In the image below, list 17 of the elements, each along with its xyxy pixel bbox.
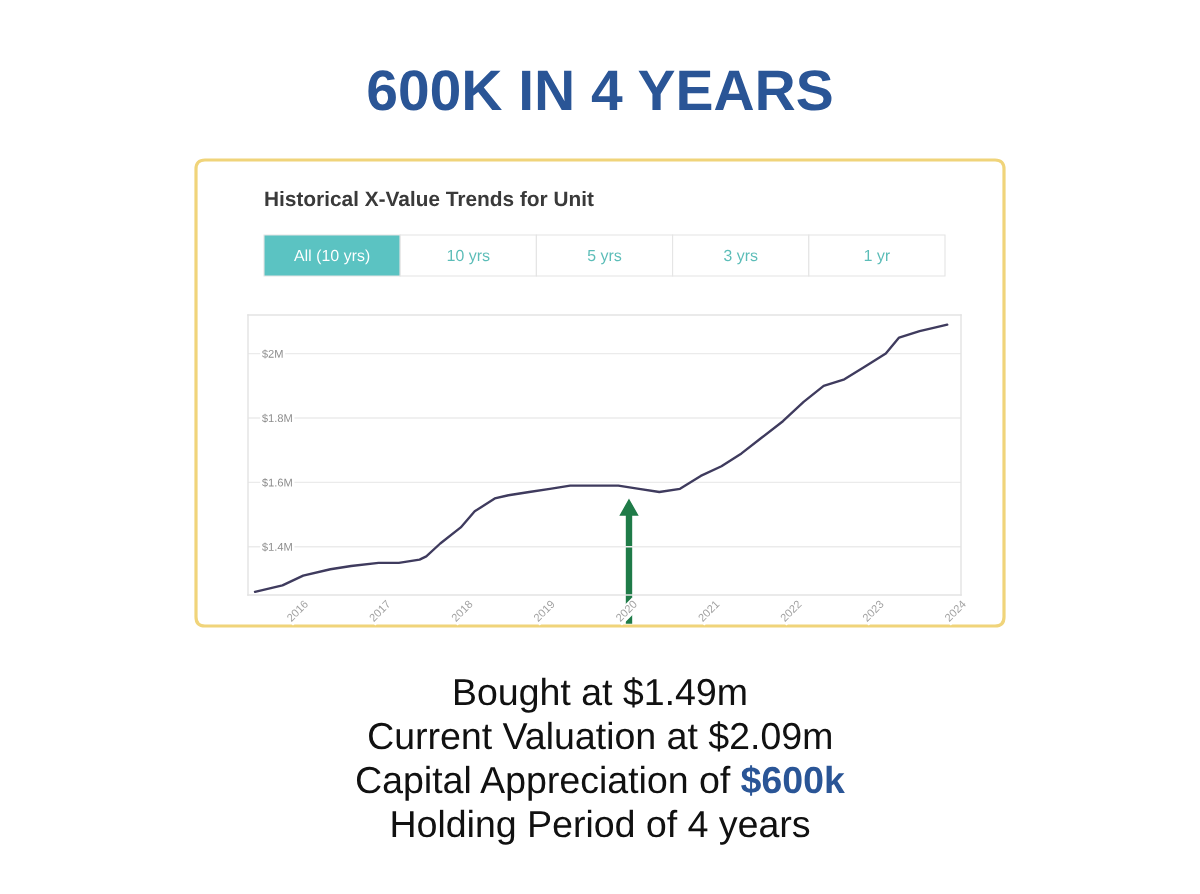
text: All (10 yrs)	[293, 249, 370, 265]
text: 5 yrs	[587, 250, 622, 265]
y-tick-label: $1.6M	[262, 478, 292, 488]
line-series	[253, 323, 949, 593]
chart-subtitle: Historical X-Value Trends for Unit	[265, 190, 594, 207]
y-tick-label: $1.8M	[262, 413, 292, 423]
y-tick-label: $2M	[262, 349, 283, 359]
text: 10 yrs	[447, 249, 490, 265]
text: Capital Appreciation of	[356, 765, 731, 801]
chart-title: 600K IN 4 YEARS	[368, 70, 832, 111]
text: Current Valuation at $2.09m	[369, 721, 831, 752]
text: 1 yr	[864, 250, 890, 265]
y-tick-label: $1.4M	[262, 542, 292, 552]
text: Bought at $1.49m	[455, 677, 746, 713]
text: Holding Period of 4 years	[392, 809, 810, 845]
text: $600k	[741, 765, 845, 796]
text: 3 yrs	[724, 249, 758, 265]
